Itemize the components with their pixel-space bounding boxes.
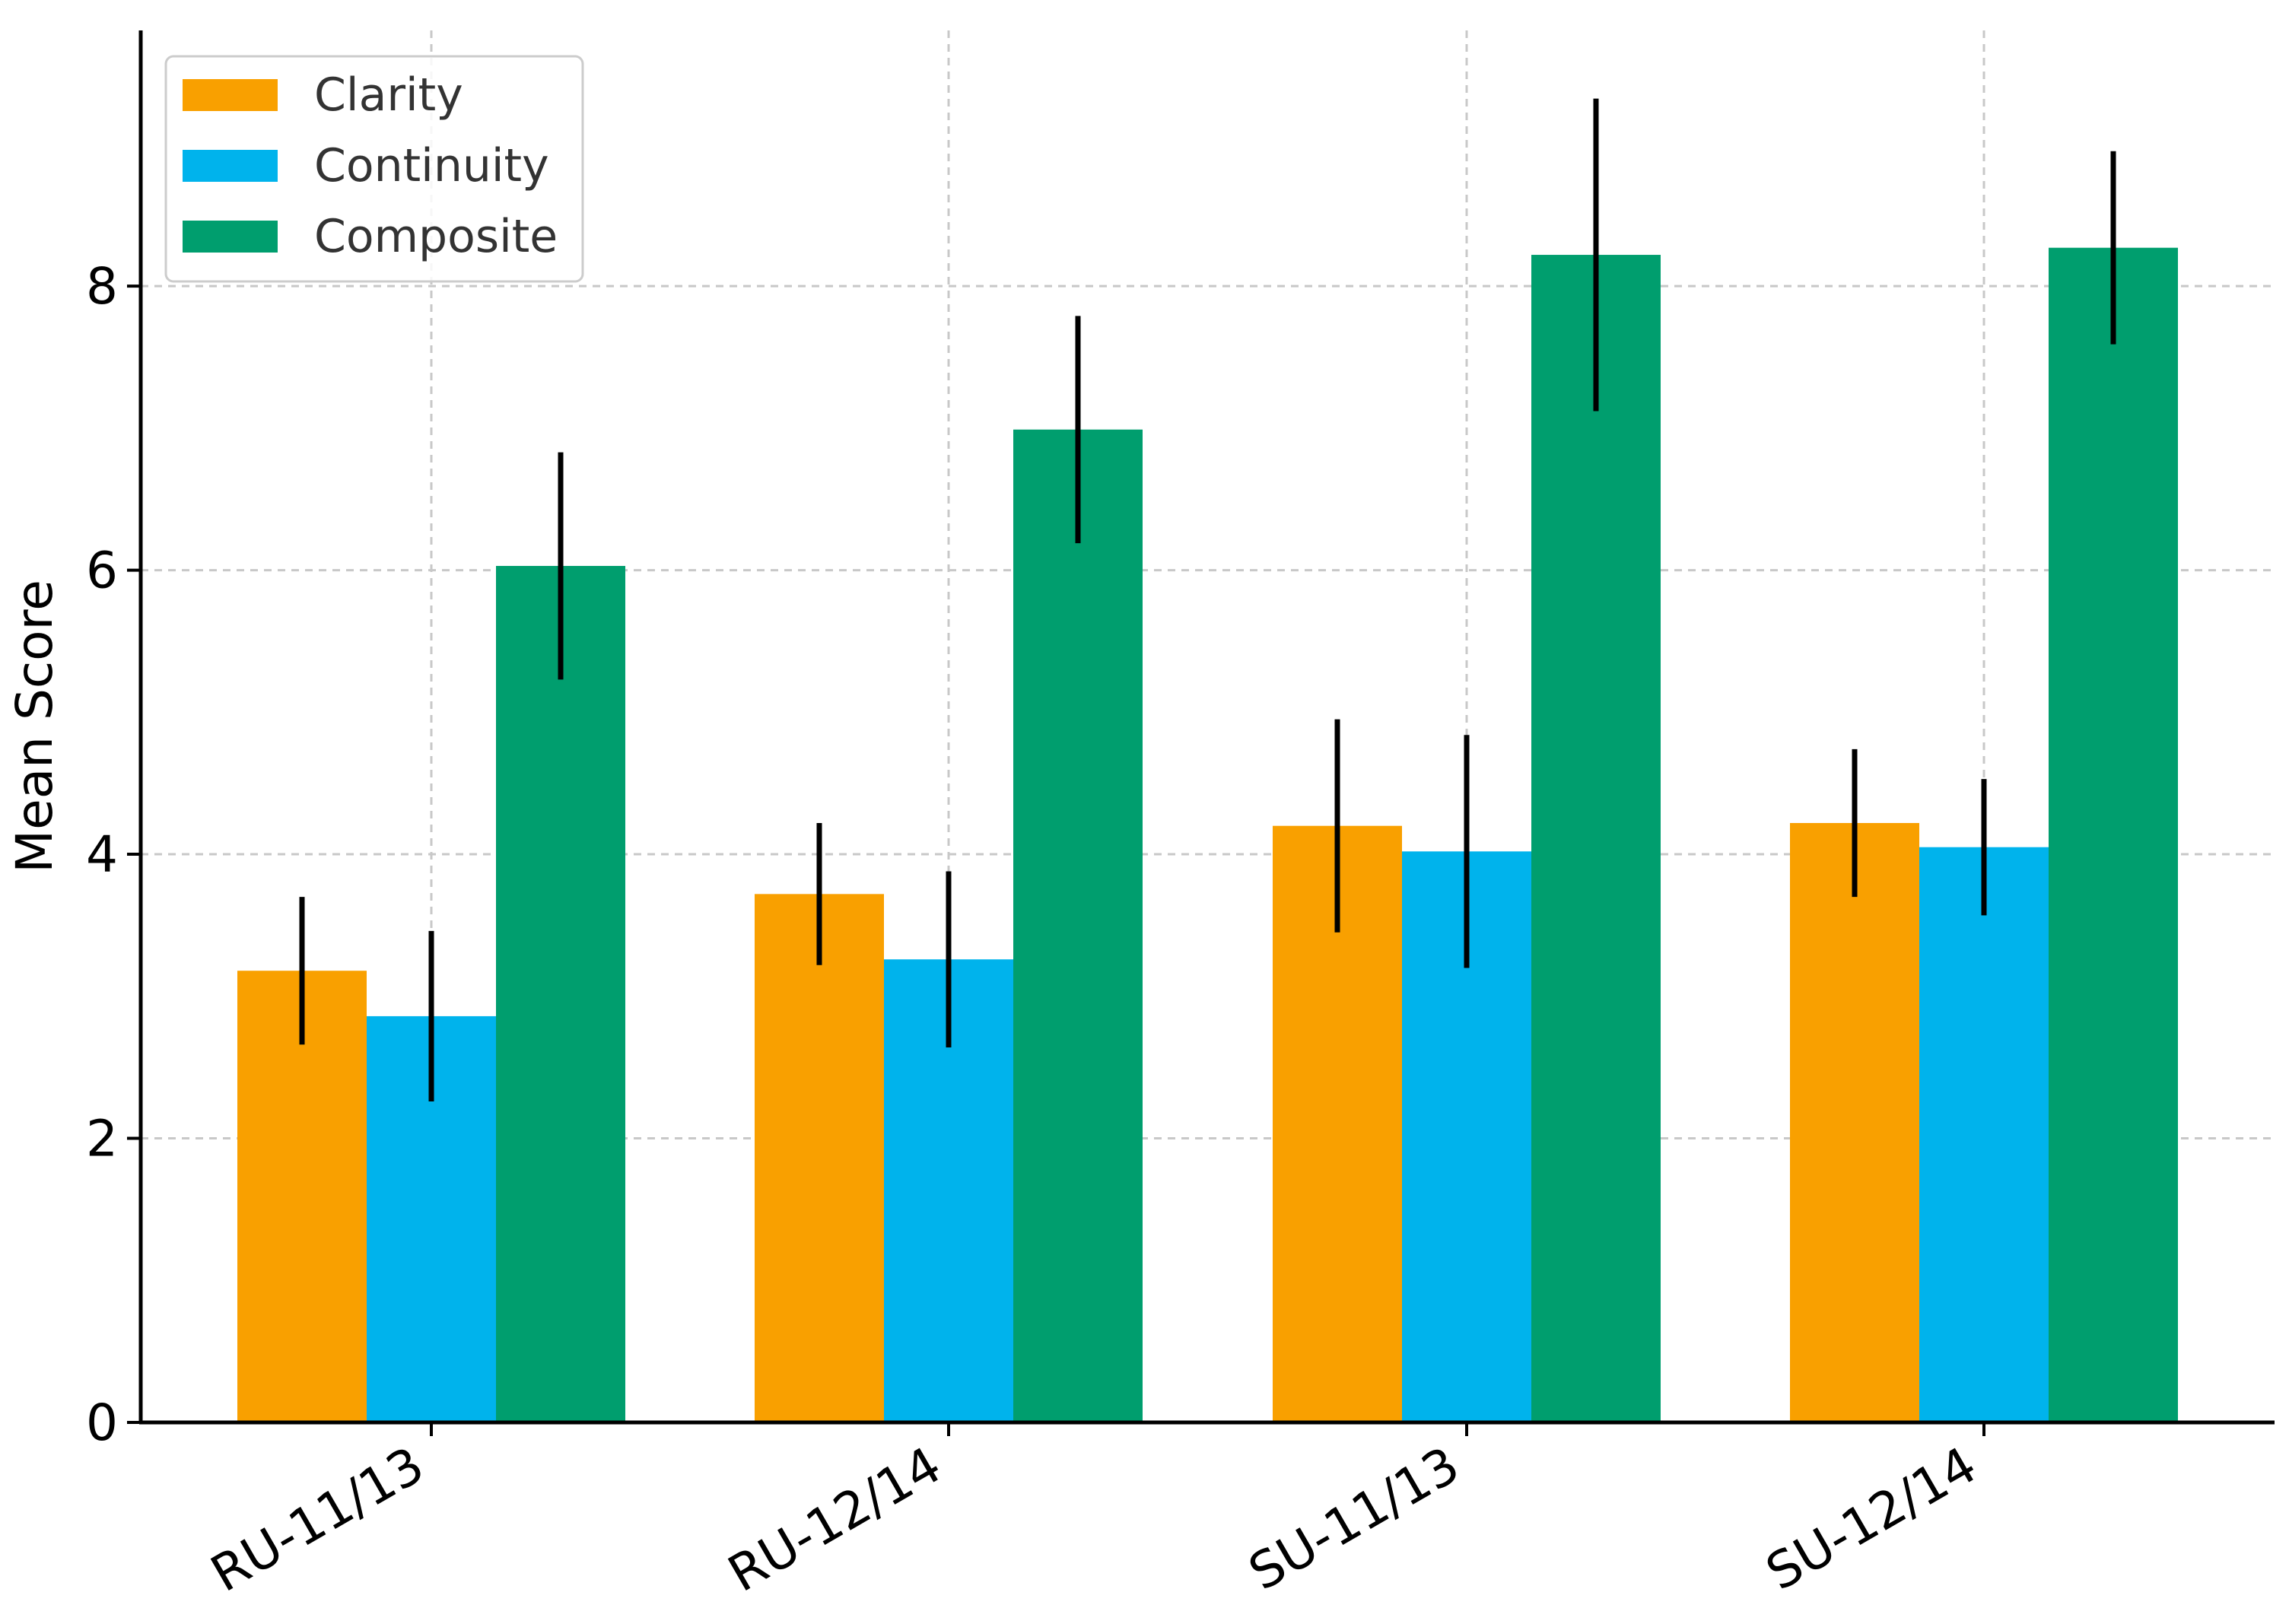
- bar-clarity-1: [755, 894, 884, 1422]
- x-category-label: RU-12/14: [719, 1435, 951, 1603]
- bar-clarity-0: [237, 971, 367, 1422]
- x-category-label: SU-12/14: [1756, 1435, 1986, 1602]
- y-tick-label: 6: [86, 542, 118, 600]
- legend-swatch-clarity: [183, 79, 278, 111]
- bar-composite-2: [1531, 255, 1661, 1423]
- y-axis-title: Mean Score: [5, 580, 64, 873]
- y-tick-label: 0: [86, 1394, 118, 1452]
- y-tick-label: 8: [86, 257, 118, 316]
- legend-swatch-continuity: [183, 150, 278, 182]
- y-tick-label: 2: [86, 1110, 118, 1168]
- bars-layer: [237, 247, 2178, 1423]
- legend-label-composite: Composite: [314, 210, 558, 263]
- error-bars-layer: [299, 98, 2116, 1101]
- legend-swatch-composite: [183, 221, 278, 253]
- x-category-label: RU-11/13: [202, 1435, 434, 1603]
- bar-clarity-3: [1790, 822, 1919, 1422]
- legend-label-clarity: Clarity: [314, 68, 463, 122]
- bar-composite-1: [1013, 429, 1143, 1422]
- y-tick-label: 4: [86, 825, 118, 884]
- bar-continuity-3: [1919, 847, 2049, 1422]
- bar-composite-3: [2049, 247, 2178, 1422]
- legend-label-continuity: Continuity: [314, 139, 549, 192]
- x-category-label: SU-11/13: [1239, 1435, 1469, 1602]
- bar-composite-0: [496, 565, 625, 1423]
- legend: Clarity Continuity Composite: [164, 55, 584, 283]
- axes-layer: Mean Score: [5, 30, 2275, 1425]
